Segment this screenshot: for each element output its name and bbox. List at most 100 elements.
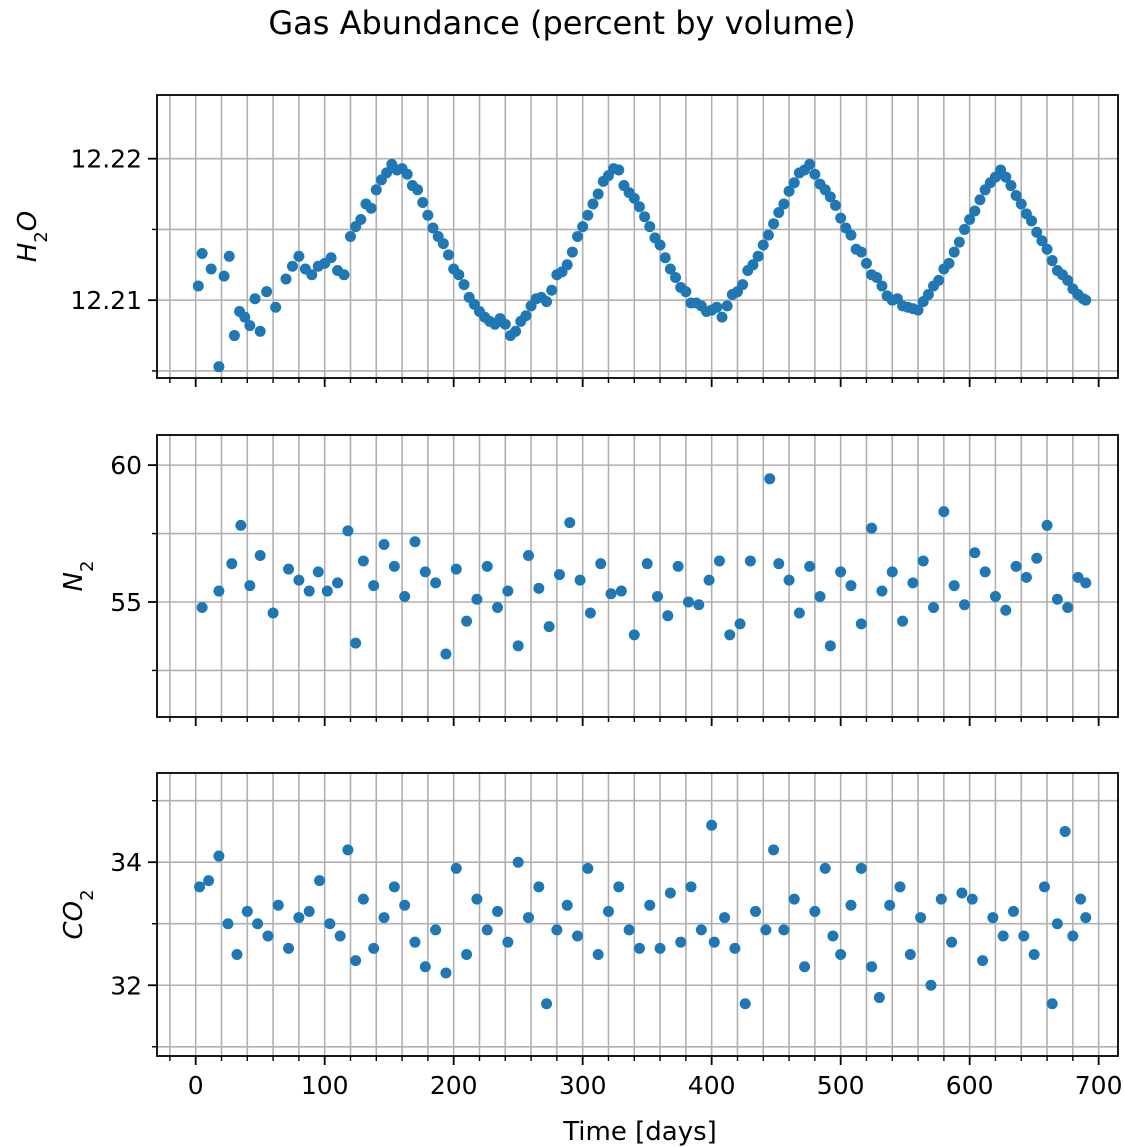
data-point [389, 561, 400, 572]
data-point [655, 943, 666, 954]
data-point [593, 949, 604, 960]
data-point [925, 980, 936, 991]
data-point [1047, 255, 1058, 266]
data-point [273, 900, 284, 911]
data-point [876, 586, 887, 597]
data-point [861, 258, 872, 269]
data-point [845, 230, 856, 241]
data-point [567, 247, 578, 258]
data-point [1080, 295, 1091, 306]
data-point [358, 555, 369, 566]
data-point [461, 616, 472, 627]
data-point [562, 900, 573, 911]
data-point [1005, 180, 1016, 191]
y-axis-label: H2O [13, 211, 52, 262]
data-point [949, 580, 960, 591]
data-series [193, 0, 1091, 372]
data-point [1080, 577, 1091, 588]
data-point [936, 894, 947, 905]
data-point [815, 591, 826, 602]
data-point [820, 863, 831, 874]
x-tick-label: 200 [430, 1071, 478, 1100]
data-point [835, 949, 846, 960]
data-point [409, 536, 420, 547]
data-point [438, 238, 449, 249]
data-point [954, 237, 965, 248]
data-point [420, 566, 431, 577]
data-point [737, 279, 748, 290]
data-point [326, 252, 337, 263]
data-point [219, 271, 230, 282]
data-point [969, 547, 980, 558]
data-point [322, 586, 333, 597]
data-point [987, 912, 998, 923]
data-point [252, 918, 263, 929]
data-point [1031, 553, 1042, 564]
data-point [1052, 594, 1063, 605]
data-point [809, 906, 820, 917]
data-point [461, 949, 472, 960]
data-point [197, 248, 208, 259]
data-point [280, 273, 291, 284]
data-point [255, 326, 266, 337]
data-point [572, 931, 583, 942]
data-point [293, 912, 304, 923]
data-point [513, 857, 524, 868]
y-label-rest: O [13, 211, 43, 231]
data-point [804, 561, 815, 572]
data-point [768, 218, 779, 229]
data-point [293, 251, 304, 262]
data-point [990, 591, 1001, 602]
data-point [440, 967, 451, 978]
data-point [768, 844, 779, 855]
data-point [314, 875, 325, 886]
x-tick-label: 300 [559, 1071, 607, 1100]
data-point [809, 169, 820, 180]
data-point [866, 961, 877, 972]
data-point [520, 310, 531, 321]
data-point [998, 931, 1009, 942]
data-point [523, 912, 534, 923]
data-point [283, 943, 294, 954]
data-point [533, 881, 544, 892]
data-series [194, 0, 1091, 1009]
x-axis-label: Time [days] [562, 1117, 717, 1147]
data-point [1060, 826, 1071, 837]
data-point [804, 159, 815, 170]
data-point [644, 900, 655, 911]
data-point [575, 575, 586, 586]
data-point [784, 575, 795, 586]
data-point [778, 198, 789, 209]
data-point [593, 189, 604, 200]
data-point [213, 586, 224, 597]
data-point [402, 169, 413, 180]
data-point [949, 247, 960, 258]
y-label-base: CO [59, 901, 89, 940]
data-point [368, 943, 379, 954]
data-point [874, 992, 885, 1003]
data-point [1018, 931, 1029, 942]
data-point [1008, 906, 1019, 917]
data-point [546, 285, 557, 296]
data-point [967, 894, 978, 905]
data-point [502, 586, 513, 597]
ticks: 3234 [110, 801, 1098, 1065]
data-point [203, 875, 214, 886]
data-point [655, 239, 666, 250]
data-point [753, 251, 764, 262]
data-point [471, 894, 482, 905]
data-point [933, 275, 944, 286]
y-axis-label: CO2 [59, 889, 98, 939]
data-point [313, 566, 324, 577]
data-point [750, 906, 761, 917]
data-point [683, 597, 694, 608]
data-point [794, 607, 805, 618]
data-point [1047, 998, 1058, 1009]
data-series [197, 0, 1092, 660]
data-point [1052, 918, 1063, 929]
data-point [719, 912, 730, 923]
x-tick-label: 500 [817, 1071, 865, 1100]
data-point [304, 586, 315, 597]
data-point [740, 998, 751, 1009]
data-point [197, 602, 208, 613]
